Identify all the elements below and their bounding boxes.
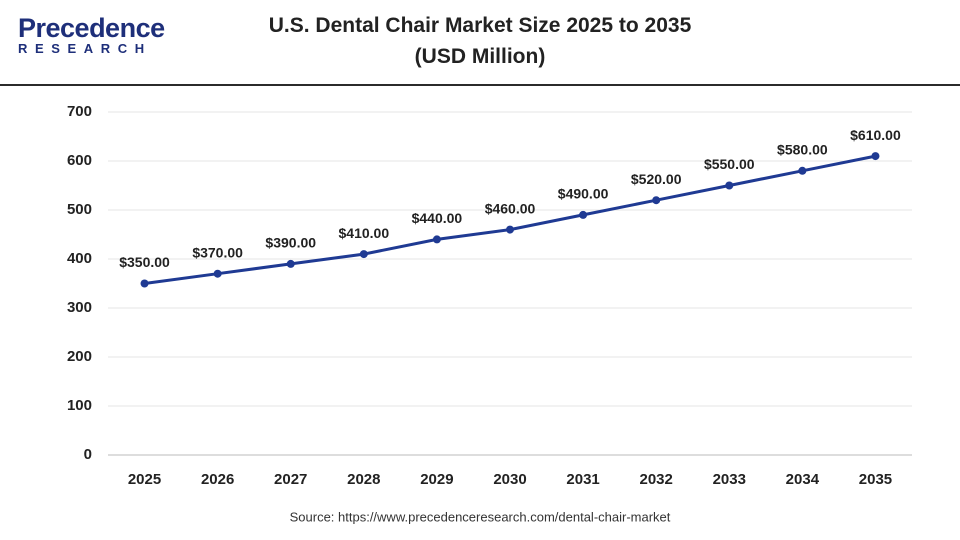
y-tick-label: 600 <box>67 152 92 169</box>
source-note: Source: https://www.precedenceresearch.c… <box>290 509 671 524</box>
y-tick-label: 200 <box>67 348 92 365</box>
data-point <box>359 250 368 259</box>
data-point <box>798 166 807 175</box>
x-tick-label: 2031 <box>566 471 599 488</box>
x-tick-label: 2032 <box>639 471 672 488</box>
y-tick-label: 300 <box>67 299 92 316</box>
x-tick-label: 2030 <box>493 471 526 488</box>
x-tick-label: 2033 <box>713 471 746 488</box>
logo-tagline: RESEARCH <box>18 41 152 56</box>
data-label: $550.00 <box>704 156 755 172</box>
logo: Precedence RESEARCH <box>18 14 165 56</box>
data-label: $410.00 <box>339 225 390 241</box>
data-point <box>579 210 588 219</box>
data-point <box>506 225 514 234</box>
data-label: $460.00 <box>485 200 536 216</box>
y-tick-label: 100 <box>67 397 92 414</box>
data-label: $520.00 <box>631 171 682 187</box>
data-label: $610.00 <box>850 127 901 143</box>
x-tick-label: 2035 <box>859 471 892 488</box>
header: Precedence RESEARCH U.S. Dental Chair Ma… <box>0 0 960 86</box>
y-tick-label: 400 <box>67 250 92 267</box>
data-point <box>213 269 222 278</box>
x-tick-label: 2025 <box>128 471 161 488</box>
data-line <box>144 154 876 285</box>
x-tick-label: 2029 <box>420 471 453 488</box>
data-point <box>652 196 661 205</box>
y-tick-label: 500 <box>67 201 92 218</box>
x-tick-label: 2027 <box>274 471 307 488</box>
data-label: $370.00 <box>192 244 243 260</box>
x-tick-label: 2028 <box>347 471 380 488</box>
logo-name: Precedence <box>18 13 165 43</box>
y-tick-label: 0 <box>84 446 92 463</box>
data-label: $580.00 <box>777 142 828 158</box>
data-point <box>725 181 734 190</box>
data-label: $490.00 <box>558 186 609 202</box>
x-tick-label: 2026 <box>201 471 234 488</box>
data-label: $350.00 <box>119 254 170 270</box>
data-label: $440.00 <box>412 210 463 226</box>
data-point <box>286 259 295 268</box>
chart-title: U.S. Dental Chair Market Size 2025 to 20… <box>268 14 692 68</box>
x-tick-label: 2034 <box>786 471 820 488</box>
data-point <box>432 235 441 244</box>
data-point <box>871 152 880 161</box>
data-label: $390.00 <box>265 235 316 251</box>
data-point <box>140 279 149 288</box>
y-tick-label: 700 <box>67 103 92 120</box>
